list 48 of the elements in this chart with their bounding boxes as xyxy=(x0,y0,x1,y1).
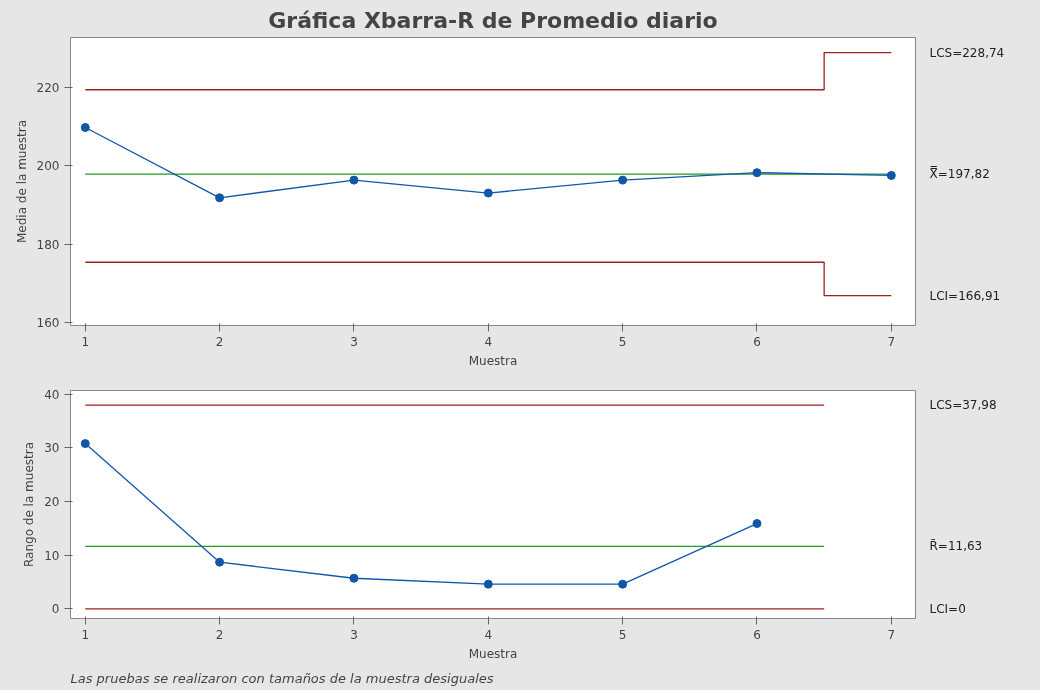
y-tick-label: 30 xyxy=(44,441,60,456)
chart-title: Gráfica Xbarra-R de Promedio diario xyxy=(268,7,718,33)
x-tick-label: 7 xyxy=(887,627,896,642)
y-tick-label: 160 xyxy=(36,316,60,331)
point xyxy=(483,188,493,198)
point xyxy=(349,175,359,185)
point xyxy=(215,193,225,203)
y-axis-title: Media de la muestra xyxy=(14,119,29,244)
x-tick-label: 6 xyxy=(753,627,761,642)
x-axis-title: Muestra xyxy=(468,646,518,661)
y-tick-label: 40 xyxy=(44,387,60,402)
x-tick-label: 1 xyxy=(81,334,90,349)
y-tick-label: 10 xyxy=(44,548,60,563)
x-axis-title: Muestra xyxy=(468,353,518,368)
x-tick-label: 4 xyxy=(484,627,493,642)
text: LCS=37,98 xyxy=(929,398,997,413)
text: LCS=228,74 xyxy=(929,45,1005,60)
x-tick-label: 4 xyxy=(484,334,493,349)
y-tick-label: 0 xyxy=(51,602,60,617)
point xyxy=(80,439,90,449)
x-tick-label: 5 xyxy=(618,334,627,349)
text: LCI=166,91 xyxy=(929,288,1001,303)
point xyxy=(215,557,225,567)
point xyxy=(349,573,359,583)
text: R̄=11,63 xyxy=(929,539,983,554)
x-tick-label: 2 xyxy=(215,627,224,642)
x-tick-label: 1 xyxy=(81,627,90,642)
y-axis-title: Rango de la muestra xyxy=(22,441,37,568)
point xyxy=(752,519,762,529)
y-tick-label: 200 xyxy=(36,159,60,174)
point xyxy=(886,170,896,180)
y-tick-label: 20 xyxy=(44,495,60,510)
x-tick-label: 5 xyxy=(618,627,627,642)
y-tick-label: 180 xyxy=(36,237,60,252)
point xyxy=(618,175,628,185)
point xyxy=(618,579,628,589)
x-tick-label: 6 xyxy=(753,334,761,349)
point xyxy=(752,168,762,178)
x-tick-label: 7 xyxy=(887,334,896,349)
text: Las pruebas se realizaron con tamaños de la muestra desiguales xyxy=(70,670,494,686)
x-tick-label: 3 xyxy=(350,334,358,349)
point xyxy=(483,579,493,589)
text: X̿=197,82 xyxy=(929,165,990,182)
y-tick-label: 220 xyxy=(36,80,60,95)
x-tick-label: 2 xyxy=(215,334,224,349)
x-tick-label: 3 xyxy=(350,627,358,642)
text: LCI=0 xyxy=(929,601,966,616)
point xyxy=(80,122,90,132)
